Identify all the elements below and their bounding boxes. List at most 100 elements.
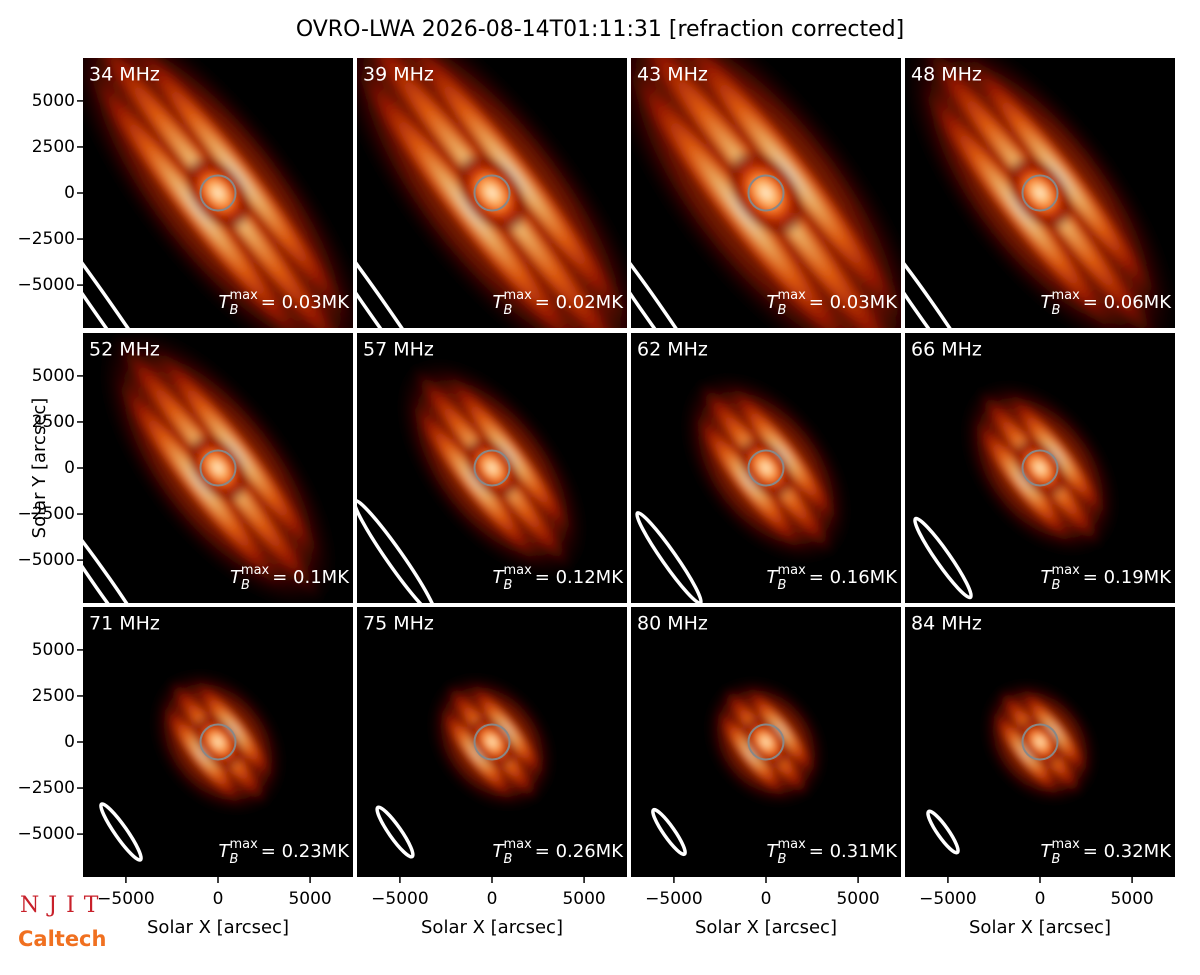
panel: 84 MHz TBmax = 0.32MK −5000 0 5000 Solar X [ar… (905, 607, 1175, 938)
tb-value: = 0.1MK (272, 567, 350, 588)
x-tick-label: −5000 (919, 889, 977, 909)
y-tick-label: 2500 (32, 412, 75, 432)
beam (635, 511, 703, 603)
beam (83, 183, 192, 328)
x-axis-label: Solar X [arcsec] (421, 917, 563, 938)
emission-core (1006, 155, 1074, 231)
emission-blob (150, 669, 286, 815)
emission-core (726, 149, 806, 237)
x-tick-label: 5000 (288, 889, 331, 909)
tb-superscript: max (503, 563, 532, 578)
emission (651, 677, 827, 857)
panel: 34 MHz TBmax = 0.03MK −5000 −2500 0 2500 5000 (17, 58, 353, 328)
solar-disk (473, 174, 511, 212)
emission (913, 380, 1119, 600)
tb-value: = 0.03MK (809, 292, 898, 313)
beam (905, 215, 991, 328)
tb-superscript: max (777, 288, 806, 303)
x-tick-label: −5000 (645, 889, 703, 909)
beam (357, 191, 460, 328)
solar-disk (1021, 449, 1059, 487)
tb-subscript: B (230, 303, 239, 318)
panel: 62 MHz TBmax = 0.16MK (631, 333, 901, 603)
logo-njit: NJIT (20, 893, 107, 918)
beam (357, 498, 438, 603)
emission (635, 372, 851, 603)
emission-blob (83, 58, 353, 328)
tb-symbol: T (1041, 292, 1054, 313)
tb-superscript: max (777, 837, 806, 852)
beam (83, 499, 163, 603)
tb-superscript: max (241, 563, 270, 578)
emission-core (464, 437, 520, 499)
y-tick-label: −2500 (17, 504, 75, 524)
solar-disk (473, 723, 511, 761)
emission (83, 333, 337, 603)
frequency-label: 43 MHz (637, 64, 708, 86)
x-tick-label: 5000 (836, 889, 879, 909)
tb-value: = 0.31MK (809, 841, 898, 862)
y-axis-label: Solar Y [arcsec] (29, 398, 50, 539)
tb-superscript: max (1051, 563, 1080, 578)
tb-max-label: TBmax = 0.02MK (493, 288, 625, 318)
tb-symbol: T (493, 292, 506, 313)
tb-max-label: TBmax = 0.03MK (767, 288, 899, 318)
tb-value: = 0.12MK (535, 567, 624, 588)
y-tick-label: 2500 (32, 137, 75, 157)
y-tick-label: 0 (64, 732, 75, 752)
y-tick-label: 2500 (32, 686, 75, 706)
beam (99, 802, 143, 862)
emission-core (187, 434, 249, 502)
beam (651, 807, 687, 857)
tb-max-label: TBmax = 0.12MK (493, 563, 625, 593)
tb-value: = 0.02MK (535, 292, 624, 313)
tb-max-label: TBmax = 0.06MK (1041, 288, 1173, 318)
tb-value: = 0.19MK (1083, 567, 1172, 588)
frequency-label: 71 MHz (89, 613, 160, 635)
tb-superscript: max (229, 837, 258, 852)
x-tick-label: −5000 (371, 889, 429, 909)
tb-subscript: B (778, 578, 787, 593)
emission-blob (396, 358, 588, 578)
panel: 71 MHz TBmax = 0.23MK −5000 −2500 0 2500 5000 −5… (17, 607, 353, 938)
tb-value: = 0.26MK (535, 841, 624, 862)
logo-caltech: Caltech (18, 927, 106, 951)
frequency-label: 34 MHz (89, 64, 160, 86)
frequency-label: 66 MHz (911, 339, 982, 361)
panel: 52 MHz TBmax = 0.1MK −5000 −2500 0 2500 5000 (17, 333, 353, 603)
x-axis-label: Solar X [arcsec] (695, 917, 837, 938)
solar-disk (199, 723, 237, 761)
solar-disk (473, 449, 511, 487)
tb-value: = 0.32MK (1083, 841, 1172, 862)
figure-title: OVRO-LWA 2026-08-14T01:11:31 [refraction… (296, 17, 904, 42)
tb-symbol: T (1041, 567, 1054, 588)
emission-blob (357, 58, 627, 328)
tb-value: = 0.16MK (809, 567, 898, 588)
frequency-label: 39 MHz (363, 64, 434, 86)
tb-symbol: T (1041, 841, 1054, 862)
panel: 48 MHz TBmax = 0.06MK (905, 58, 1175, 328)
tb-superscript: max (229, 288, 258, 303)
frequency-label: 80 MHz (637, 613, 708, 635)
x-tick-label: 0 (1035, 889, 1046, 909)
tb-symbol: T (493, 567, 506, 588)
solar-disk (747, 723, 785, 761)
y-tick-label: −5000 (17, 824, 75, 844)
tb-value: = 0.06MK (1083, 292, 1172, 313)
frequency-label: 57 MHz (363, 339, 434, 361)
emission-streak (918, 82, 1119, 328)
emission-core (184, 155, 252, 231)
x-tick-label: 0 (487, 889, 498, 909)
emission (83, 58, 353, 328)
tb-subscript: B (778, 852, 787, 867)
tb-value: = 0.23MK (261, 841, 350, 862)
emission (357, 358, 588, 603)
tb-max-label: TBmax = 0.26MK (493, 837, 625, 867)
emission (631, 58, 901, 328)
solar-disk (747, 174, 785, 212)
tb-superscript: max (1051, 837, 1080, 852)
beam (913, 516, 973, 600)
frequency-label: 48 MHz (911, 64, 982, 86)
frequency-label: 84 MHz (911, 613, 982, 635)
tb-subscript: B (1052, 852, 1061, 867)
